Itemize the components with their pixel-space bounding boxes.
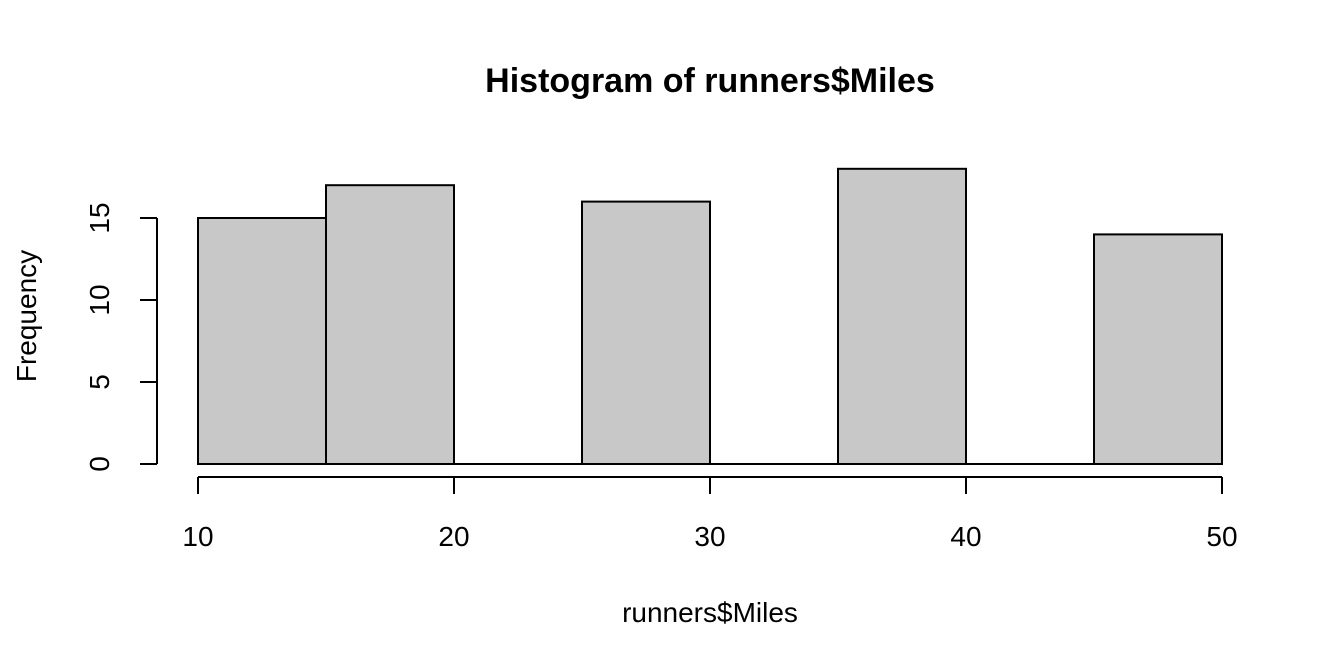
y-tick-label: 15 xyxy=(84,202,115,233)
x-tick-label: 30 xyxy=(694,521,725,552)
y-tick-label: 5 xyxy=(84,374,115,390)
histogram-bar xyxy=(1093,233,1223,465)
chart-title: Histogram of runners$Miles xyxy=(485,62,935,100)
x-tick-label: 20 xyxy=(438,521,469,552)
x-tick-label: 40 xyxy=(950,521,981,552)
y-tick-label: 10 xyxy=(84,284,115,315)
x-tick-label: 10 xyxy=(182,521,213,552)
histogram-bar xyxy=(197,217,327,465)
y-axis-title: Frequency xyxy=(11,250,42,382)
y-axis: 0 5 10 15 xyxy=(84,202,158,472)
y-tick-label: 0 xyxy=(84,456,115,472)
histogram-bar xyxy=(837,167,967,466)
histogram-bar xyxy=(581,200,711,465)
x-tick-label: 50 xyxy=(1206,521,1237,552)
x-axis: 10 20 30 40 50 xyxy=(182,476,1238,552)
histogram-bar xyxy=(325,184,455,465)
x-axis-title: runners$Miles xyxy=(622,597,798,628)
bars-group xyxy=(197,167,1223,466)
